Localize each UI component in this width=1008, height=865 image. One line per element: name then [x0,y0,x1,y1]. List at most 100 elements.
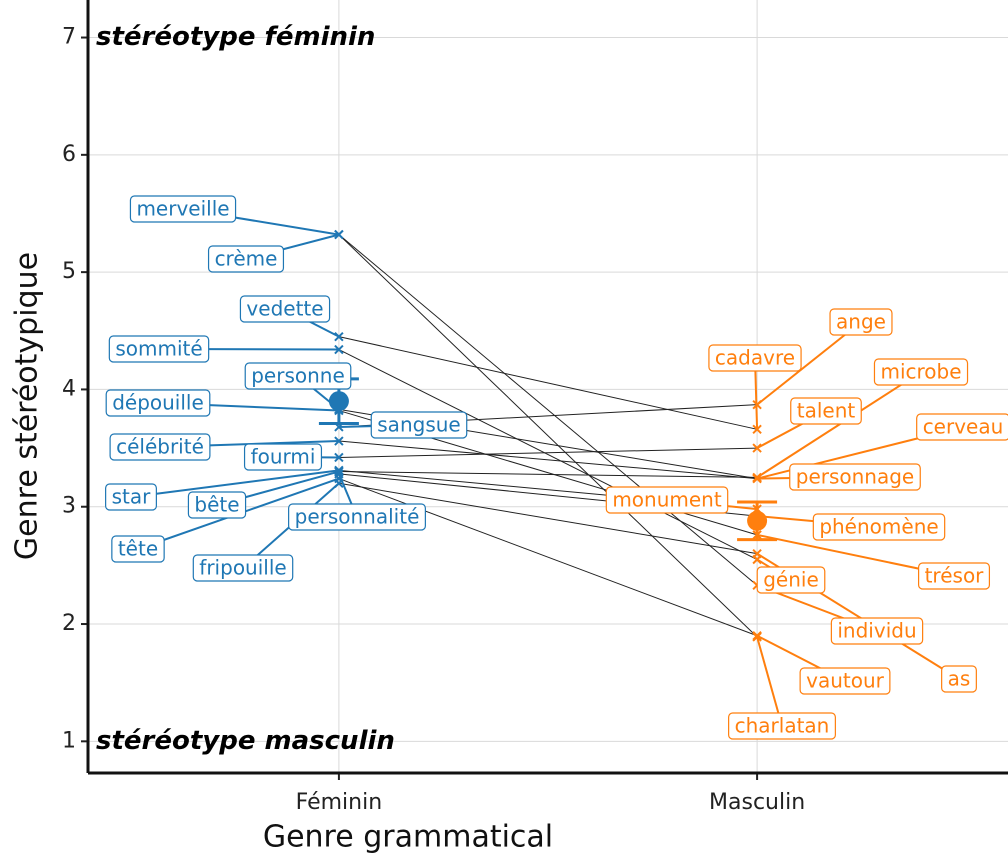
label-box [941,665,977,693]
label-box [873,358,969,386]
word-label: personnage [789,463,921,491]
label-box [129,195,237,223]
pair-line [338,440,758,480]
word: ange [836,310,886,334]
word-label: cadavre [708,344,802,372]
label-box [105,483,157,511]
word-label: phénomène [812,513,946,541]
word-label: star [105,483,157,511]
word-label: tête [111,535,165,563]
pair-line [338,447,758,458]
y-tick-label: 2 [62,611,76,636]
label-box [108,335,210,363]
point [752,424,762,435]
word-label: dépouille [105,389,211,417]
label-box [799,667,891,695]
label-box [109,433,211,461]
word: dépouille [112,391,204,415]
layer [338,234,758,638]
pair-line [338,336,758,430]
pair-line [338,471,758,478]
point [752,631,762,641]
x-axis-title: Genre grammatical [263,820,553,855]
label-box [192,554,294,582]
leader-line [130,469,340,498]
word-label: sangsue [370,411,468,439]
word-label: monument [605,486,729,514]
pair-line [338,234,758,638]
pair-line [338,234,758,586]
word: personnalité [295,505,420,529]
x-tick-label: Féminin [296,790,383,815]
label-box [187,491,247,519]
label-box [728,712,836,740]
point [334,436,344,446]
point [334,478,344,488]
label-box [288,503,426,531]
word: tête [118,537,158,561]
word: crème [215,247,278,271]
annotation: stéréotype féminin [96,22,375,52]
word-label: fripouille [192,554,294,582]
word: phénomène [819,515,938,539]
point [334,229,344,240]
leader-line [756,371,922,479]
word-label: personnalité [288,503,426,531]
word-label: individu [830,617,924,645]
word: microbe [880,360,961,384]
annotation: stéréotype masculin [96,726,395,756]
word: trésor [925,564,985,588]
word-label: talent [790,397,862,425]
point [752,399,762,410]
layer [318,229,778,642]
label-box [244,362,352,390]
layer [88,0,1008,773]
point [334,466,344,477]
label-box [105,389,211,417]
word: vedette [246,297,323,321]
y-axis-title: Genre stéréotypique [10,252,45,560]
label-box [789,463,921,491]
word: génie [763,568,819,592]
word-label: sommité [108,335,210,363]
label-box [111,535,165,563]
word: cerveau [923,415,1004,439]
word: personne [251,364,345,388]
word-label: célébrité [109,433,211,461]
point [752,443,762,453]
word-label: fourmi [243,443,323,471]
leader-line [756,321,862,406]
x-tick-label: Masculin [709,790,805,815]
word: vautour [806,669,885,693]
label-box [243,443,323,471]
y-tick-label: 4 [62,376,76,401]
word: fripouille [199,556,286,580]
pair-line [338,482,758,555]
word: star [112,485,152,509]
label-box [916,413,1008,441]
y-tick-label: 5 [62,259,76,284]
word-label: personne [244,362,352,390]
layer: merveille crème vedette sommité personne dépo… [105,195,1008,740]
word: charlatan [735,714,830,738]
word: sommité [115,337,202,361]
label-box [207,245,285,273]
label-box [917,562,991,590]
word-label: cerveau [916,413,1008,441]
pair-line [338,349,758,560]
word: as [948,667,971,691]
label-box [708,344,802,372]
mean-point [328,391,349,412]
point [752,548,762,559]
word-label: charlatan [728,712,836,740]
label-box [756,566,826,594]
point [334,344,344,355]
word: cadavre [715,346,795,370]
word-label: trésor [917,562,991,590]
word-label: vautour [799,667,891,695]
leader-line [756,636,783,727]
label-box [239,295,331,323]
word: individu [837,619,916,643]
word: talent [797,399,856,423]
